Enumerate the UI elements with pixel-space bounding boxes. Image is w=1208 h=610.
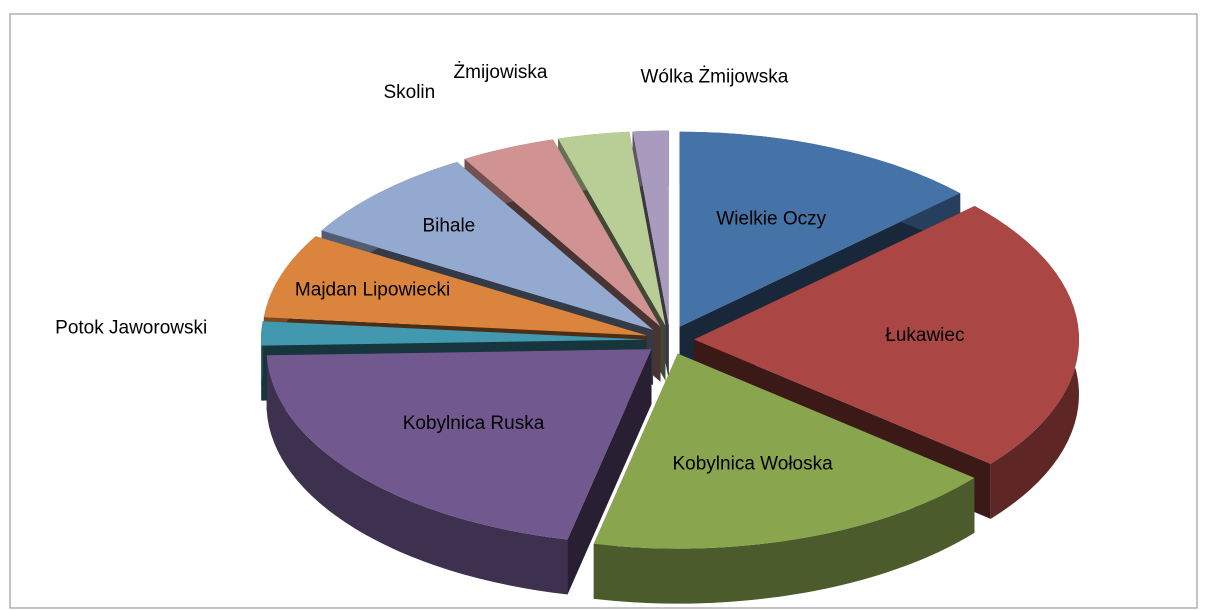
data-label: Kobylnica Ruska [403, 413, 545, 434]
slice [464, 139, 661, 327]
slice-side [593, 477, 975, 604]
data-label: Skolin [383, 82, 435, 103]
data-label: Wielkie Oczy [716, 208, 826, 229]
data-label: Potok Jaworowski [55, 317, 207, 338]
slice [593, 353, 975, 549]
slice-side [266, 355, 568, 595]
slice [321, 161, 654, 330]
data-label: Łukawiec [885, 325, 964, 346]
slice [263, 236, 648, 336]
data-label: Wólka Żmijowska [640, 67, 788, 88]
data-label: Bihale [422, 215, 475, 236]
data-label: Kobylnica Wołoska [673, 453, 834, 474]
slice [693, 206, 1079, 464]
slice [261, 321, 647, 346]
slice [558, 131, 666, 326]
slice [266, 349, 652, 540]
slice [679, 131, 961, 327]
data-label: Majdan Lipowiecki [295, 279, 450, 300]
slice-side [567, 349, 652, 595]
slice [632, 130, 669, 326]
data-label: Żmijowiska [454, 62, 548, 83]
